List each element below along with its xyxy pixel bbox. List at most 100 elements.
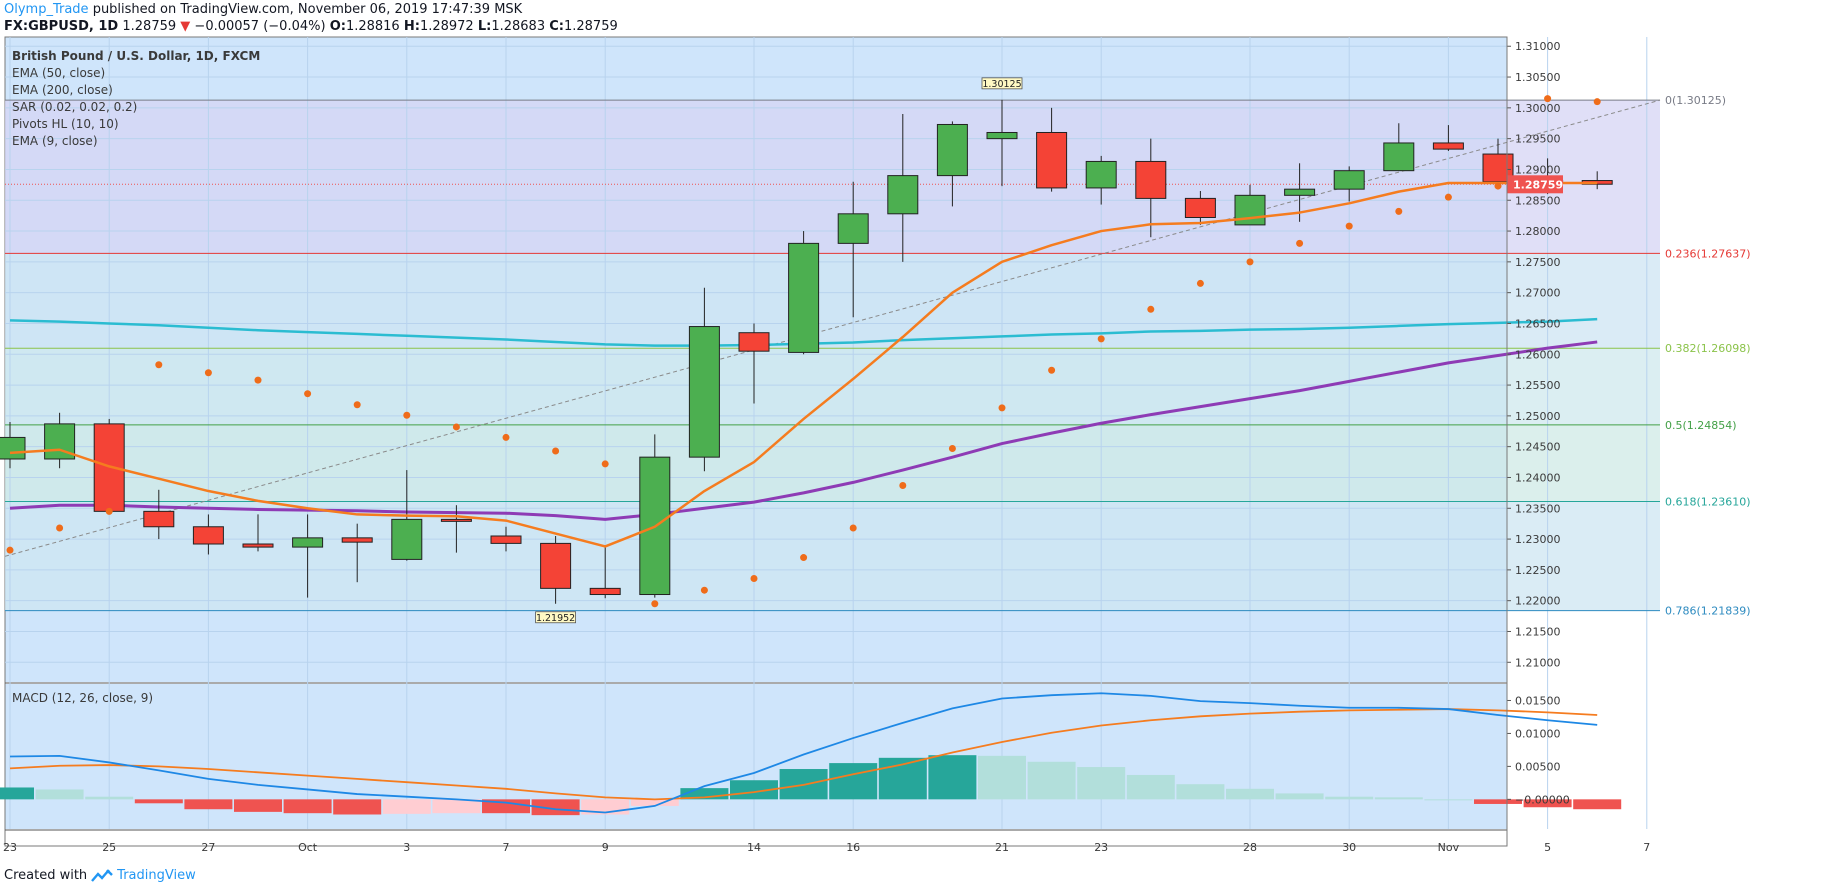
candle-body (986, 131, 1018, 140)
price-tick-label: 1.24000 (1515, 471, 1561, 484)
macd-tick-label: 0.00500 (1515, 760, 1561, 773)
macd-histogram-bar (234, 799, 282, 812)
sar-dot (750, 575, 758, 583)
close-label: C: (549, 19, 564, 34)
macd-histogram-bar (1077, 767, 1126, 800)
time-tick-label: 3 (403, 841, 410, 854)
macd-histogram-bar (1226, 788, 1274, 800)
author-link[interactable]: Olymp_Trade (4, 2, 89, 17)
candle-body (1432, 142, 1464, 150)
price-tick-label: 1.30000 (1515, 102, 1561, 115)
sar-dot (6, 546, 14, 554)
macd-histogram-bar (382, 799, 431, 814)
time-tick-label: 7 (1643, 841, 1650, 854)
price-tick-label: 1.28000 (1515, 225, 1561, 238)
sar-dot (1544, 95, 1552, 103)
time-tick-label: 27 (201, 841, 215, 854)
macd-histogram-bar (283, 799, 332, 814)
sar-dot (552, 447, 560, 455)
time-tick-label: Oct (298, 841, 318, 854)
sar-dot (452, 423, 460, 431)
time-tick-label: 7 (503, 841, 510, 854)
low-value: 1.28683 (491, 19, 546, 34)
sar-dot (1147, 305, 1155, 313)
candle-body (1184, 197, 1216, 219)
candle-body (242, 543, 274, 548)
tradingview-brand[interactable]: TradingView (117, 868, 196, 883)
sar-dot (502, 433, 510, 441)
legend-sar[interactable]: SAR (0.02, 0.02, 0.2) (12, 100, 138, 114)
macd-histogram-bar (829, 763, 878, 800)
macd-histogram-bar (680, 788, 729, 800)
candle-body (1333, 170, 1365, 190)
sar-dot (700, 586, 708, 594)
candle-body (1135, 160, 1167, 199)
candle-body (391, 518, 423, 560)
published-text: published on TradingView.com, November 0… (92, 2, 523, 17)
sar-dot (998, 404, 1006, 412)
ohlc-line: FX:GBPUSD, 1D 1.28759 ▼ −0.00057 (−0.04%… (4, 18, 618, 35)
open-value: 1.28816 (345, 19, 400, 34)
current-price-label: 1.28759 (1513, 178, 1563, 191)
time-tick-label: Nov (1438, 841, 1460, 854)
time-tick-label: 25 (102, 841, 116, 854)
macd-histogram-bar (730, 780, 778, 800)
legend-ema50[interactable]: EMA (50, close) (12, 66, 106, 80)
candle-body (1284, 188, 1316, 196)
created-with-text: Created with (4, 868, 88, 883)
fib-label: 0.236(1.27637) (1665, 247, 1751, 260)
legend-pivots[interactable]: Pivots HL (10, 10) (12, 117, 119, 131)
candle-body (738, 332, 770, 352)
down-arrow-icon: ▼ (180, 19, 191, 34)
time-tick-label: 30 (1342, 841, 1356, 854)
macd-histogram-bar (1374, 797, 1423, 800)
publish-line: Olymp_Trade published on TradingView.com… (4, 1, 522, 18)
sar-dot (1444, 193, 1452, 201)
sar-dot (403, 411, 411, 419)
macd-histogram-bar (0, 787, 34, 800)
sar-dot (56, 524, 64, 532)
price-tick-label: 1.30500 (1515, 71, 1561, 84)
macd-histogram-bar (1474, 799, 1522, 804)
candle-body (936, 123, 968, 177)
macd-histogram-bar (1176, 784, 1225, 800)
fib-zone (5, 253, 1660, 349)
legend-ema9[interactable]: EMA (9, close) (12, 134, 98, 148)
price-tick-label: 1.27500 (1515, 256, 1561, 269)
macd-histogram-bar (35, 789, 84, 800)
tradingview-logo-icon (91, 868, 114, 882)
macd-histogram-bar (1126, 774, 1175, 800)
price-tick-label: 1.21500 (1515, 625, 1561, 638)
sar-dot (1345, 222, 1353, 230)
price-tick-label: 1.26500 (1515, 317, 1561, 330)
macd-histogram-bar (1325, 796, 1374, 800)
fib-zone (5, 100, 1660, 254)
candle-body (837, 213, 869, 244)
macd-tick-label: 0.01500 (1515, 694, 1561, 707)
pivot-label: 1.30125 (982, 79, 1021, 90)
candle-body (788, 242, 820, 353)
macd-legend[interactable]: MACD (12, 26, close, 9) (12, 691, 154, 705)
legend-ema200[interactable]: EMA (200, close) (12, 83, 113, 97)
footer: Created with TradingView (4, 868, 196, 883)
sar-dot (105, 507, 113, 515)
fib-trend-line (4, 99, 1661, 557)
time-tick-label: 5 (1544, 841, 1551, 854)
time-tick-label: 28 (1243, 841, 1257, 854)
price-tick-label: 1.29000 (1515, 163, 1561, 176)
price-tick-label: 1.22000 (1515, 595, 1561, 608)
sar-dot (353, 401, 361, 409)
fib-zone (5, 348, 1660, 425)
candle-body (688, 326, 720, 458)
symbol-label: FX:GBPUSD, 1D (4, 19, 119, 34)
price-tick-label: 1.31000 (1515, 40, 1561, 53)
sar-dot (899, 481, 907, 489)
macd-histogram-bar (978, 755, 1026, 800)
price-tick-label: 1.28500 (1515, 194, 1561, 207)
ema9-line (9, 181, 1598, 548)
sar-dot (1097, 335, 1105, 343)
price-tick-label: 1.22500 (1515, 564, 1561, 577)
macd-histogram-bar (531, 799, 580, 816)
macd-histogram-bar (1523, 799, 1572, 808)
